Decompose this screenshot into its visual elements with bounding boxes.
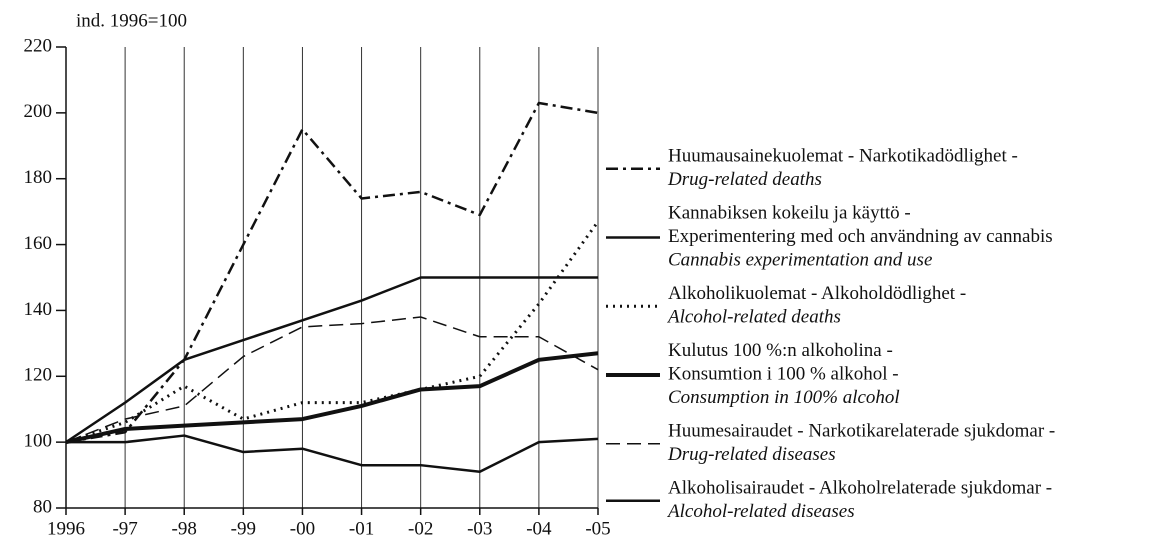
y-tick-label: 140 xyxy=(24,299,53,320)
legend-label: Konsumtion i 100 % alkohol - xyxy=(668,363,899,384)
legend-label: Alkoholisairaudet - Alkoholrelaterade sj… xyxy=(668,477,1052,498)
series-line xyxy=(65,220,600,444)
x-tick-label: -04 xyxy=(526,518,552,539)
series-line xyxy=(65,101,599,444)
series-line xyxy=(65,351,599,445)
legend-label: Consumption in 100% alcohol xyxy=(668,387,900,408)
x-tick-label: -03 xyxy=(467,518,492,539)
legend-label: Drug-related deaths xyxy=(667,169,822,190)
legend-label: Huumausainekuolemat - Narkotikadödlighet… xyxy=(668,145,1018,166)
legend-label: Alkoholikuolemat - Alkoholdödlighet - xyxy=(668,283,966,304)
y-tick-label: 200 xyxy=(24,101,53,122)
legend-label: Experimentering med och användning av ca… xyxy=(668,226,1053,247)
legend-label: Cannabis experimentation and use xyxy=(668,249,932,270)
y-tick-label: 80 xyxy=(33,496,52,517)
x-tick-label: -01 xyxy=(349,518,374,539)
x-tick-label: -05 xyxy=(585,518,610,539)
legend-label: Huumesairaudet - Narkotikarelaterade sju… xyxy=(668,420,1055,441)
y-tick-label: 180 xyxy=(24,167,53,188)
x-tick-label: -99 xyxy=(231,518,256,539)
y-tick-label: 220 xyxy=(24,35,53,56)
legend-label: Drug-related diseases xyxy=(667,444,836,465)
x-tick-label: -98 xyxy=(172,518,197,539)
x-tick-label: 1996 xyxy=(47,518,85,539)
legend-label: Alcohol-related deaths xyxy=(666,306,841,327)
series-line xyxy=(65,276,598,444)
y-tick-label: 120 xyxy=(24,365,53,386)
legend-label: Alcohol-related diseases xyxy=(666,501,855,522)
x-tick-label: -00 xyxy=(290,518,315,539)
x-tick-label: -02 xyxy=(408,518,433,539)
legend-label: Kulutus 100 %:n alkoholina - xyxy=(668,340,893,361)
y-tick-label: 100 xyxy=(24,431,53,452)
series-line xyxy=(66,434,599,474)
series-line xyxy=(65,316,599,443)
x-tick-label: -97 xyxy=(112,518,137,539)
y-axis-label: ind. 1996=100 xyxy=(76,10,187,31)
legend-label: Kannabiksen kokeilu ja käyttö - xyxy=(668,202,911,223)
y-tick-label: 160 xyxy=(24,233,53,254)
